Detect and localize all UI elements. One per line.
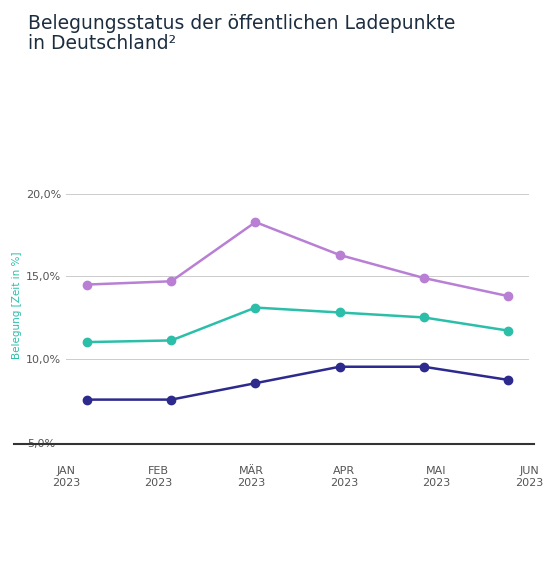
Text: JAN
2023: JAN 2023 — [52, 466, 80, 488]
Legend: Belegung gesamt, Belegung Tag
(9-20 Uhr), Belegung Nacht
(20-9 Uhr): Belegung gesamt, Belegung Tag (9-20 Uhr)… — [35, 562, 423, 565]
Text: MAI
2023: MAI 2023 — [422, 466, 451, 488]
Y-axis label: Belegung [Zeit in %]: Belegung [Zeit in %] — [12, 251, 22, 359]
Text: in Deutschland²: in Deutschland² — [28, 34, 176, 53]
Text: 5,0%: 5,0% — [28, 438, 56, 449]
Text: APR
2023: APR 2023 — [329, 466, 358, 488]
Text: JUN
2023: JUN 2023 — [515, 466, 543, 488]
Text: Belegungsstatus der öffentlichen Ladepunkte: Belegungsstatus der öffentlichen Ladepun… — [28, 14, 455, 33]
Text: MÄR
2023: MÄR 2023 — [237, 466, 266, 488]
Text: FEB
2023: FEB 2023 — [144, 466, 173, 488]
